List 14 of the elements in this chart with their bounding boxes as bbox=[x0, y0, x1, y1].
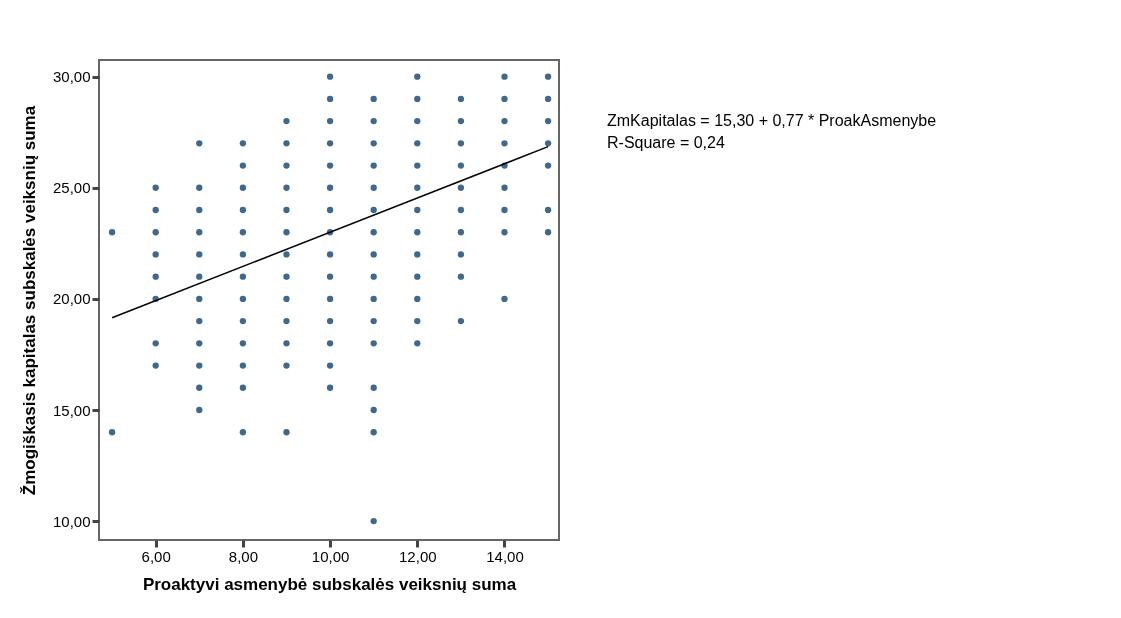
y-tick-label: 15,00 bbox=[52, 401, 91, 419]
y-tick-label: 10,00 bbox=[52, 512, 91, 530]
x-tick-label: 14,00 bbox=[486, 547, 524, 565]
x-axis-title: Proaktyvi asmenybė subskalės veiksnių suma bbox=[142, 574, 517, 594]
x-tick-label: 6,00 bbox=[141, 547, 171, 565]
x-tick-label: 10,00 bbox=[311, 547, 350, 565]
text: R-Square = 0,24 bbox=[607, 133, 726, 153]
text: ZmKapitalas = 15,30 + 0,77 * ProakAsmenybe bbox=[607, 111, 937, 131]
y-tick-label: 30,00 bbox=[52, 68, 91, 86]
x-tick-label: 8,00 bbox=[228, 547, 258, 565]
x-tick-label: 12,00 bbox=[399, 547, 437, 565]
y-tick-label: 25,00 bbox=[52, 179, 91, 197]
y-tick-label: 20,00 bbox=[52, 290, 91, 308]
y-axis-title: Žmogiškasis kapitalas subskalės veiksnių suma bbox=[19, 105, 39, 496]
